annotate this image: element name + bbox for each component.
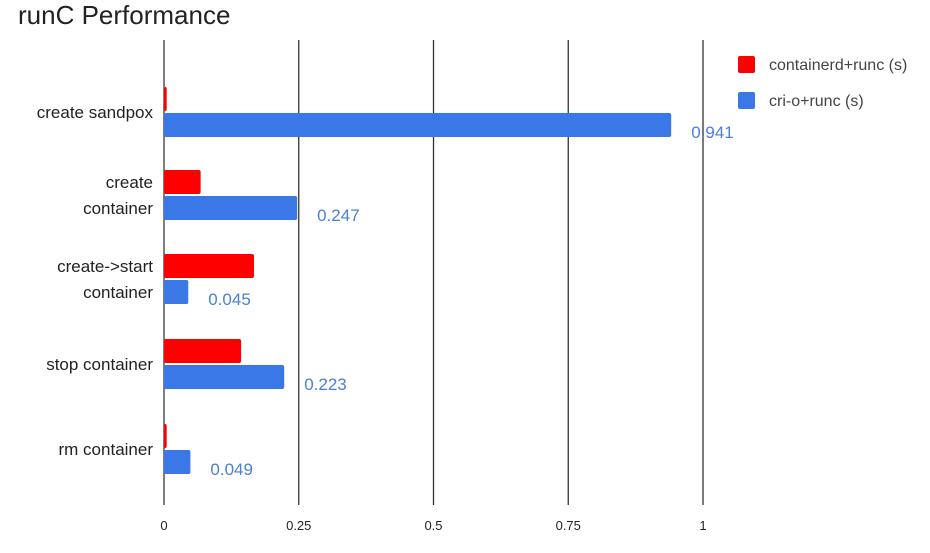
data-label: 0.223 bbox=[304, 375, 347, 394]
data-label: 0.045 bbox=[208, 290, 251, 309]
bar-cri-o-runc bbox=[164, 365, 285, 389]
bar-containerd-runc bbox=[164, 170, 201, 194]
category-label: create bbox=[106, 173, 153, 192]
bar-cri-o-runc bbox=[164, 196, 298, 220]
x-tick-label: 0.5 bbox=[424, 518, 442, 533]
bar-cri-o-runc bbox=[164, 280, 189, 304]
x-tick-label: 0.25 bbox=[286, 518, 311, 533]
data-label: 0.247 bbox=[317, 206, 360, 225]
category-label: create->start bbox=[57, 257, 153, 276]
bar-containerd-runc bbox=[164, 87, 167, 111]
x-tick-label: 0 bbox=[160, 518, 167, 533]
category-label: container bbox=[83, 283, 153, 302]
data-label: 0.941 bbox=[691, 123, 734, 142]
legend-swatch bbox=[738, 56, 755, 73]
bar-containerd-runc bbox=[164, 339, 242, 363]
x-tick-label: 0.75 bbox=[556, 518, 581, 533]
bar-containerd-runc bbox=[164, 254, 255, 278]
category-label: create sandpox bbox=[37, 103, 154, 122]
category-label: rm container bbox=[59, 440, 154, 459]
x-tick-label: 1 bbox=[699, 518, 706, 533]
bar-cri-o-runc bbox=[164, 113, 672, 137]
bar-containerd-runc bbox=[164, 424, 167, 448]
bar-cri-o-runc bbox=[164, 450, 191, 474]
data-label: 0.049 bbox=[210, 460, 253, 479]
legend-label: containerd+runc (s) bbox=[769, 57, 907, 74]
legend-swatch bbox=[738, 92, 755, 109]
category-label: stop container bbox=[46, 355, 153, 374]
legend-label: cri-o+runc (s) bbox=[769, 93, 864, 110]
chart-title: runC Performance bbox=[18, 0, 231, 30]
category-label: container bbox=[83, 199, 153, 218]
